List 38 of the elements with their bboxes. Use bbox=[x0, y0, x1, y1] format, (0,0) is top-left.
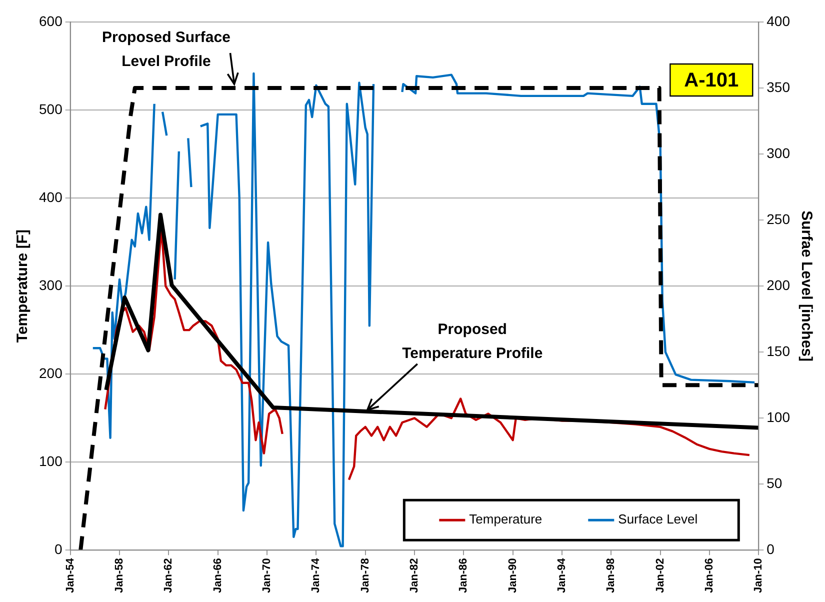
legend-label: Surface Level bbox=[618, 512, 698, 527]
y-tick-label: 500 bbox=[39, 100, 63, 117]
y2-axis-title: Surfae Level [inches] bbox=[798, 210, 815, 362]
y2-tick-label: 400 bbox=[766, 12, 790, 29]
x-tick-label: Jan-66 bbox=[212, 558, 224, 594]
x-tick-label: Jan-90 bbox=[506, 558, 519, 594]
x-tick-label: Jan-06 bbox=[704, 558, 716, 594]
y-tick-label: 100 bbox=[39, 452, 63, 469]
y-tick-label: 300 bbox=[39, 276, 63, 293]
y2-tick-label: 350 bbox=[766, 78, 790, 95]
x-tick-label: Jan-98 bbox=[605, 558, 618, 594]
y-tick-label: 400 bbox=[39, 188, 63, 205]
legend-label: Temperature bbox=[469, 512, 542, 527]
y2-tick-label: 50 bbox=[766, 474, 782, 491]
y2-tick-label: 200 bbox=[766, 276, 790, 293]
x-tick-label: Jan-74 bbox=[310, 557, 322, 594]
y2-tick-label: 250 bbox=[766, 210, 790, 227]
y-axis-title: Temperature [F] bbox=[14, 230, 32, 343]
y2-tick-label: 0 bbox=[766, 541, 775, 558]
x-tick-label: Jan-10 bbox=[752, 558, 765, 594]
x-tick-label: Jan-54 bbox=[64, 557, 76, 594]
annotation: Proposed Temperature Profile bbox=[402, 321, 543, 362]
y-tick-label: 0 bbox=[54, 541, 63, 558]
x-tick-label: Jan-02 bbox=[654, 558, 666, 594]
x-tick-label: Jan-62 bbox=[162, 558, 175, 594]
x-tick-label: Jan-78 bbox=[359, 558, 372, 594]
x-tick-label: Jan-94 bbox=[556, 557, 568, 594]
y2-tick-label: 150 bbox=[766, 342, 790, 359]
x-tick-label: Jan-86 bbox=[458, 558, 470, 594]
y-tick-label: 200 bbox=[39, 364, 63, 381]
x-tick-label: Jan-70 bbox=[261, 558, 274, 594]
y-tick-label: 600 bbox=[39, 12, 63, 29]
annotation: Proposed Surface Level Profile bbox=[102, 29, 230, 70]
x-tick-label: Jan-58 bbox=[114, 558, 126, 594]
x-tick-label: Jan-82 bbox=[408, 558, 421, 594]
y2-tick-label: 300 bbox=[766, 144, 790, 161]
annotation: A-101 bbox=[684, 70, 739, 92]
y2-tick-label: 100 bbox=[766, 408, 790, 425]
